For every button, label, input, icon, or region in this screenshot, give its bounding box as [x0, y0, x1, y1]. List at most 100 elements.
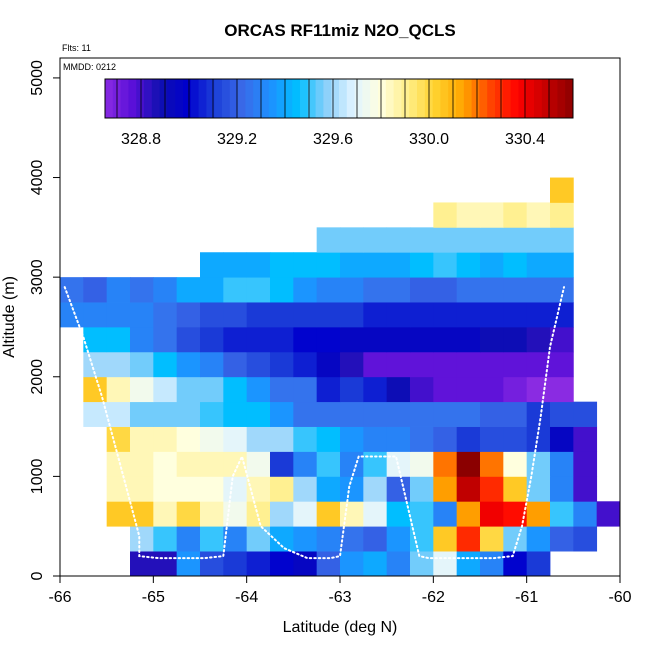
heatmap-cell	[106, 401, 131, 427]
heatmap-cell	[83, 326, 108, 353]
heatmap-cell	[293, 451, 318, 477]
heatmap-cell	[176, 551, 201, 577]
heatmap-cell	[433, 227, 458, 253]
heatmap-cell	[340, 451, 364, 477]
heatmap-cell	[386, 227, 411, 253]
colorbar-swatch	[144, 79, 153, 118]
heatmap-cell	[340, 277, 364, 303]
heatmap-cell	[270, 252, 294, 278]
heatmap-cell	[130, 351, 154, 378]
colorbar-swatch	[432, 79, 441, 118]
heatmap-cell	[550, 451, 574, 477]
heatmap-cell	[433, 351, 458, 378]
x-tick-label: -63	[328, 589, 351, 606]
heatmap-cell	[550, 202, 574, 228]
heatmap-cell	[503, 476, 528, 502]
heatmap-cell	[200, 252, 224, 278]
heatmap-cell	[293, 501, 318, 527]
heatmap-cell	[83, 401, 108, 427]
heatmap-cell	[526, 302, 551, 328]
heatmap-cell	[106, 326, 131, 353]
colorbar-swatch	[510, 79, 519, 118]
heatmap-cell	[503, 227, 528, 253]
heatmap-cell	[246, 551, 271, 577]
heatmap-cell	[480, 252, 504, 278]
heatmap-cell	[223, 277, 248, 303]
heatmap-cell	[246, 351, 271, 378]
colorbar-swatch	[229, 79, 239, 118]
heatmap-cell	[456, 476, 481, 502]
heatmap-cell	[433, 202, 458, 228]
colorbar-swatch	[198, 79, 207, 118]
heatmap-cell	[526, 476, 551, 502]
heatmap-cell	[363, 302, 388, 328]
colorbar-swatch	[339, 79, 348, 118]
heatmap-cell	[340, 252, 364, 278]
colorbar-swatch	[409, 79, 418, 118]
heatmap-cell	[130, 526, 154, 552]
heatmap-cell	[316, 401, 341, 427]
heatmap-cell	[130, 426, 154, 452]
heatmap-cell	[480, 476, 504, 502]
heatmap-cell	[200, 326, 224, 353]
colorbar-swatch	[417, 79, 426, 118]
heatmap-cell	[223, 426, 248, 452]
plot-area: MMDD: 0212 328.8 329.2 329.6 330.0 330.4	[59, 57, 621, 577]
heatmap-cell	[480, 401, 504, 427]
colorbar: 328.8 329.2 329.6 330.0 330.4	[104, 78, 574, 148]
colorbar-swatch	[549, 79, 558, 118]
heatmap-cell	[293, 526, 318, 552]
heatmap-cell	[503, 351, 528, 378]
colorbar-swatch	[128, 79, 137, 118]
colorbar-swatch	[354, 79, 363, 118]
heatmap-cell	[526, 227, 551, 253]
heatmap-cell	[573, 476, 598, 502]
heatmap-cell	[270, 476, 294, 502]
heatmap-cell	[550, 351, 574, 378]
y-tick-label: 2000	[29, 359, 46, 395]
heatmap-cell	[363, 252, 388, 278]
heatmap-cell	[410, 526, 434, 552]
colorbar-swatch	[385, 79, 395, 118]
heatmap-cell	[340, 227, 364, 253]
heatmap-cell	[200, 351, 224, 378]
heatmap-cell	[176, 277, 201, 303]
heatmap-cell	[246, 476, 271, 502]
colorbar-swatch	[401, 79, 410, 118]
heatmap-cell	[246, 302, 271, 328]
heatmap-cell	[526, 526, 551, 552]
colorbar-frame	[104, 78, 574, 119]
heatmap-cell	[363, 326, 388, 353]
flights-note: Flts: 11	[62, 43, 91, 53]
heatmap-cell	[153, 401, 178, 427]
heatmap-cell	[340, 401, 364, 427]
colorbar-swatch	[151, 79, 161, 118]
heatmap-cell	[246, 376, 271, 403]
heatmap-cell	[503, 401, 528, 427]
heatmap-cell	[363, 376, 388, 403]
heatmap-cell	[503, 426, 528, 452]
colorbar-tick-label: 329.2	[217, 131, 257, 148]
heatmap-cell	[503, 451, 528, 477]
date-note: MMDD: 0212	[63, 62, 116, 72]
heatmap-cell	[573, 401, 598, 427]
heatmap-cell	[480, 501, 504, 527]
y-axis-label: Altitude (m)	[1, 276, 18, 358]
heatmap-cell	[456, 426, 481, 452]
colorbar-swatch	[557, 79, 566, 118]
heatmap-cell	[153, 551, 178, 577]
x-tick-label: -61	[515, 589, 538, 606]
x-axis-label: Latitude (deg N)	[283, 619, 398, 636]
heatmap-cell	[410, 551, 434, 577]
colorbar-swatch	[183, 79, 192, 118]
colorbar-swatch	[526, 79, 535, 118]
heatmap-cell	[480, 326, 504, 353]
heatmap-cell	[433, 376, 458, 403]
heatmap-cell	[246, 252, 271, 278]
heatmap-cell	[526, 277, 551, 303]
heatmap-cell	[223, 401, 248, 427]
heatmap-cell	[130, 326, 154, 353]
heatmap-cell	[340, 551, 364, 577]
heatmap-cell	[386, 376, 411, 403]
heatmap-cell	[176, 351, 201, 378]
